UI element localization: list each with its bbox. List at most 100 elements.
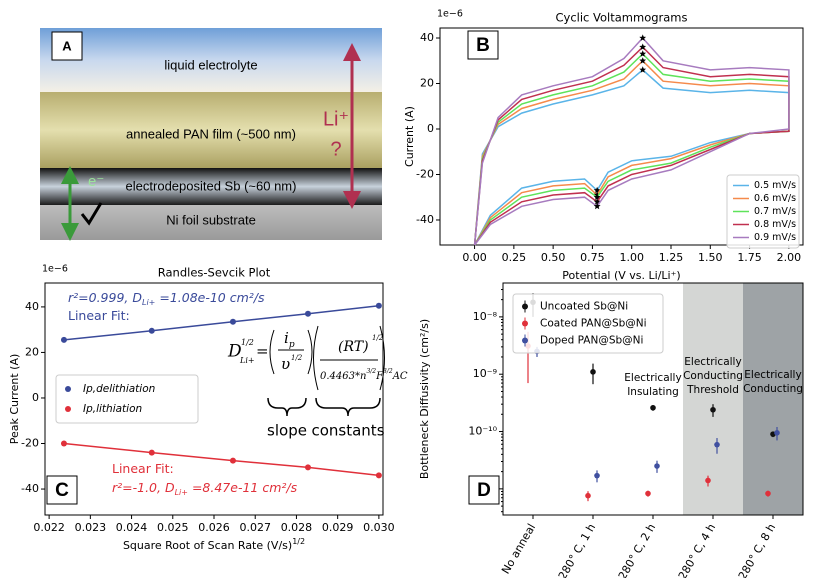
question-mark: ? xyxy=(330,138,341,160)
x-tick-label: 0.028 xyxy=(281,521,313,534)
x-tick-label: 280° C, 2 h xyxy=(616,521,658,578)
peak-marker xyxy=(639,57,647,64)
y-tick-label: 0 xyxy=(32,391,39,404)
x-axis-label: Potential (V vs. Li/Li⁺) xyxy=(562,269,680,282)
region-label: Electrically xyxy=(684,356,741,368)
panel-label-box xyxy=(468,475,500,505)
eq-text: 3/2 xyxy=(383,368,393,375)
x-tick-label: 0.027 xyxy=(239,521,271,534)
point xyxy=(304,310,311,317)
chart-title: Randles-Sevcik Plot xyxy=(158,266,271,280)
eq-text: = xyxy=(256,342,269,360)
electron-label: e⁻ xyxy=(88,173,104,190)
region-label: Threshold xyxy=(686,384,739,396)
eq-label: slope xyxy=(267,422,307,440)
peak-marker xyxy=(639,34,647,41)
x-tick-label: 1.50 xyxy=(698,251,723,264)
sb-layer xyxy=(40,168,382,205)
annotation: r²=0.999, DLi+ =1.08e-10 cm²/s xyxy=(68,290,265,307)
point xyxy=(594,472,600,479)
x-tick-label: 280° C, 1 h xyxy=(556,521,598,578)
electrolyte-layer xyxy=(40,28,382,92)
y-tick-label: 10⁻⁹ xyxy=(473,367,497,380)
scale-label: 1e−6 xyxy=(437,9,463,20)
eq-text: 1/2 xyxy=(372,334,384,342)
panel-label: A xyxy=(62,38,72,53)
x-axis-label: Square Root of Scan Rate (V/s)1/2 xyxy=(123,537,305,553)
point xyxy=(650,404,656,411)
point xyxy=(148,449,155,456)
ion-label: Li⁺ xyxy=(323,108,349,130)
legend-label: 0.6 mV/s xyxy=(754,193,796,204)
annotation: Li+ xyxy=(142,298,155,307)
chart-title: Cyclic Voltammograms xyxy=(556,11,688,25)
annotation: Li+ xyxy=(175,488,188,497)
brace xyxy=(315,397,381,417)
eq-text: p xyxy=(289,340,295,350)
x-axis-label: 1/2 xyxy=(292,537,305,546)
x-tick-label: 2.00 xyxy=(777,251,802,264)
point xyxy=(60,440,67,447)
point xyxy=(375,472,382,479)
layer-label: liquid electrolyte xyxy=(164,57,257,72)
x-axis-label: Square Root of Scan Rate (V/s) xyxy=(123,539,292,552)
y-axis-label: Bottleneck Diffusivity (cm²/s) xyxy=(418,319,431,479)
point xyxy=(585,492,591,499)
axes-frame xyxy=(439,27,804,246)
panel-label: B xyxy=(476,35,490,56)
pan-layer xyxy=(40,92,382,168)
point xyxy=(229,318,236,325)
point xyxy=(60,336,67,343)
point xyxy=(590,369,596,375)
eq-text: 1/2 xyxy=(291,354,303,362)
layer-label: Ni foil substrate xyxy=(166,212,256,227)
chart-panel: ElectricallyInsulatingElectricallyConduc… xyxy=(418,282,804,578)
check-icon xyxy=(80,202,103,226)
legend-swatch xyxy=(65,386,71,392)
eq-text: i xyxy=(284,329,289,347)
x-tick-label: 1.00 xyxy=(619,251,644,264)
peak-marker xyxy=(639,50,647,57)
x-tick-label: 0.00 xyxy=(462,251,487,264)
eq-paren xyxy=(269,329,313,375)
brace xyxy=(267,397,307,417)
panel-label: D xyxy=(477,480,491,501)
legend-label: 0.9 mV/s xyxy=(754,232,796,243)
legend-label: Ip,lithiation xyxy=(83,403,142,415)
peak-marker xyxy=(639,66,647,73)
region-label: Electrically xyxy=(624,372,681,384)
x-tick-label: No anneal xyxy=(499,522,538,577)
point xyxy=(229,457,236,464)
eq-text: υ xyxy=(281,355,290,373)
region-label: Electrically xyxy=(744,369,801,381)
point xyxy=(375,302,382,309)
x-tick-label: 0.029 xyxy=(322,521,354,534)
y-tick-label: -40 xyxy=(21,482,39,495)
legend-label: Coated PAN@Sb@Ni xyxy=(540,318,647,330)
region-shade xyxy=(683,283,743,515)
point xyxy=(645,490,651,497)
annotation: Linear Fit: xyxy=(112,461,174,476)
legend-label: Doped PAN@Sb@Ni xyxy=(540,335,643,347)
annotation: r²=0.999, D xyxy=(68,290,142,305)
eq-text: (RT) xyxy=(338,339,369,355)
point xyxy=(148,327,155,334)
x-tick-label: 0.030 xyxy=(363,521,395,534)
eq-paren xyxy=(313,325,385,391)
panel-label-box xyxy=(467,30,499,60)
region-label: Conducting xyxy=(683,370,743,382)
chart-panel: 0.00 0.25 0.50 0.75 1.00 1.25 1.50 1.75 2.00 -40 -… xyxy=(403,9,804,282)
panel-a: liquid electrolyte annealed PAN film (~5… xyxy=(40,28,382,241)
point xyxy=(774,430,780,436)
y-axis-label: Peak Current (A) xyxy=(8,354,21,445)
point xyxy=(654,463,660,469)
point xyxy=(304,464,311,471)
panel-label: C xyxy=(55,480,69,501)
x-tick-label: 280° C, 8 h xyxy=(736,521,778,578)
eq-text: 0.4463*n xyxy=(320,371,366,382)
eq-text: F xyxy=(375,371,384,382)
panel-label-box xyxy=(46,475,78,505)
region-label: Conducting xyxy=(743,383,803,395)
annotation: =8.47e-11 cm²/s xyxy=(188,480,298,495)
scale-label: 1e−6 xyxy=(42,264,68,275)
